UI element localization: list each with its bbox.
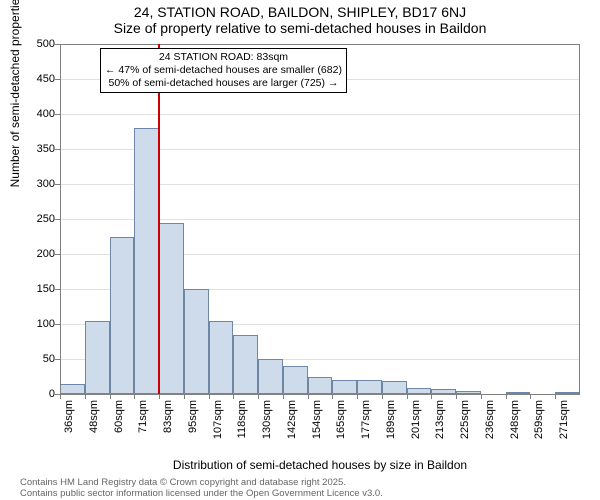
- annotation-line3: 50% of semi-detached houses are larger (…: [105, 77, 342, 90]
- axis-top-line: [60, 44, 580, 45]
- ytick-label: 200: [37, 248, 55, 260]
- chart-title-desc: Size of property relative to semi-detach…: [0, 20, 600, 36]
- xtick-label: 48sqm: [88, 400, 100, 450]
- annotation-line1: 24 STATION ROAD: 83sqm: [105, 51, 342, 64]
- ytick-label: 400: [37, 108, 55, 120]
- xtick-label: 36sqm: [63, 400, 75, 450]
- bar: [233, 335, 258, 395]
- ytick-label: 500: [37, 38, 55, 50]
- xtick-label: 142sqm: [286, 400, 298, 450]
- ytick-label: 250: [37, 213, 55, 225]
- chart-container: 24, STATION ROAD, BAILDON, SHIPLEY, BD17…: [0, 0, 600, 500]
- ytick-label: 50: [43, 353, 55, 365]
- xtick-label: 248sqm: [509, 400, 521, 450]
- annotation-box: 24 STATION ROAD: 83sqm← 47% of semi-deta…: [100, 48, 347, 93]
- xtick-label: 236sqm: [484, 400, 496, 450]
- y-axis-line: [60, 44, 61, 394]
- bar: [184, 289, 209, 394]
- xtick-label: 71sqm: [137, 400, 149, 450]
- x-axis-label: Distribution of semi-detached houses by …: [60, 458, 580, 472]
- xtick-label: 130sqm: [261, 400, 273, 450]
- ytick-label: 300: [37, 178, 55, 190]
- plot-area: 05010015020025030035040045050036sqm48sqm…: [60, 44, 580, 394]
- bar: [134, 128, 159, 394]
- xtick-label: 95sqm: [187, 400, 199, 450]
- xtick-label: 271sqm: [558, 400, 570, 450]
- bar: [159, 223, 184, 395]
- xtick-label: 107sqm: [212, 400, 224, 450]
- ytick-label: 150: [37, 283, 55, 295]
- ytick-label: 350: [37, 143, 55, 155]
- bar: [283, 366, 308, 394]
- xtick-label: 165sqm: [335, 400, 347, 450]
- footer-copyright-2: Contains public sector information licen…: [20, 488, 383, 499]
- ytick-label: 100: [37, 318, 55, 330]
- bar: [308, 377, 333, 395]
- ytick-label: 0: [49, 388, 55, 400]
- xtick-label: 154sqm: [311, 400, 323, 450]
- xtick-label: 189sqm: [385, 400, 397, 450]
- xtick-label: 118sqm: [236, 400, 248, 450]
- xtick-label: 259sqm: [533, 400, 545, 450]
- bar: [60, 384, 85, 395]
- bar: [382, 381, 407, 394]
- chart-title-address: 24, STATION ROAD, BAILDON, SHIPLEY, BD17…: [0, 0, 600, 20]
- y-axis-label: Number of semi-detached properties: [8, 0, 22, 230]
- footer-copyright-1: Contains HM Land Registry data © Crown c…: [20, 477, 346, 488]
- bar: [332, 380, 357, 394]
- xtick-label: 213sqm: [434, 400, 446, 450]
- xtick-label: 60sqm: [113, 400, 125, 450]
- xtick-label: 201sqm: [410, 400, 422, 450]
- bar: [85, 321, 110, 395]
- marker-line: [158, 44, 160, 394]
- bar: [209, 321, 234, 395]
- axis-right-line: [579, 44, 580, 394]
- xtick-label: 225sqm: [459, 400, 471, 450]
- bar: [357, 380, 382, 394]
- xtick-label: 83sqm: [162, 400, 174, 450]
- ytick-label: 450: [37, 73, 55, 85]
- annotation-line2: ← 47% of semi-detached houses are smalle…: [105, 64, 342, 77]
- bar: [258, 359, 283, 394]
- x-axis-line: [60, 394, 580, 395]
- gridline: [60, 114, 580, 115]
- bar: [110, 237, 135, 395]
- xtick-label: 177sqm: [360, 400, 372, 450]
